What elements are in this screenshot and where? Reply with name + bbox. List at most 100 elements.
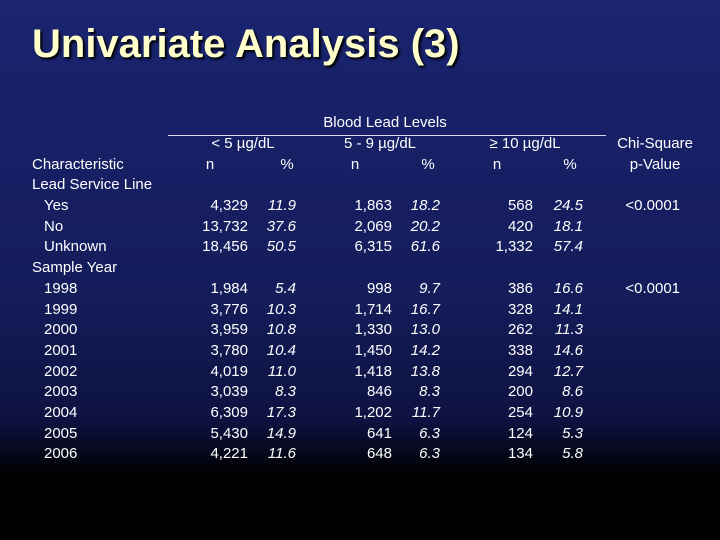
count-cell: 386 xyxy=(507,280,533,297)
row-label: 1998 xyxy=(44,280,78,297)
percent-cell: 14.9 xyxy=(266,425,296,442)
percent-cell: 16.6 xyxy=(553,280,583,297)
percent-cell: 37.6 xyxy=(266,218,296,235)
count-cell: 846 xyxy=(366,383,392,400)
n-header: n xyxy=(492,156,502,173)
percent-cell: 18.1 xyxy=(553,218,583,235)
row-label: 2003 xyxy=(44,383,78,400)
row-label: Sample Year xyxy=(32,259,118,276)
percent-cell: 5.8 xyxy=(562,445,583,462)
percent-cell: 10.3 xyxy=(266,301,296,318)
header-divider xyxy=(168,135,606,136)
percent-cell: 9.7 xyxy=(419,280,440,297)
percent-cell: 12.7 xyxy=(553,363,583,380)
count-cell: 1,863 xyxy=(354,197,392,214)
count-cell: 18,456 xyxy=(202,238,248,255)
row-label: No xyxy=(44,218,64,235)
p-value-cell: <0.0001 xyxy=(625,280,680,297)
percent-cell: 14.6 xyxy=(553,342,583,359)
count-cell: 5,430 xyxy=(210,425,248,442)
characteristic-header: Characteristic xyxy=(32,156,124,173)
row-label: 2004 xyxy=(44,404,78,421)
percent-cell: 13.0 xyxy=(410,321,440,338)
count-cell: 4,019 xyxy=(210,363,248,380)
count-cell: 3,039 xyxy=(210,383,248,400)
count-cell: 1,714 xyxy=(354,301,392,318)
row-label: Yes xyxy=(44,197,69,214)
group-label: < 5 µg/dL xyxy=(211,135,275,152)
p-value-cell: <0.0001 xyxy=(625,197,680,214)
percent-cell: 8.3 xyxy=(419,383,440,400)
percent-cell: 8.6 xyxy=(562,383,583,400)
n-header: n xyxy=(205,156,215,173)
percent-cell: 5.3 xyxy=(562,425,583,442)
percent-cell: 50.5 xyxy=(266,238,296,255)
chi-square-header: Chi-Square xyxy=(617,135,693,152)
percent-cell: 10.8 xyxy=(266,321,296,338)
count-cell: 134 xyxy=(507,445,533,462)
count-cell: 420 xyxy=(507,218,533,235)
percent-cell: 16.7 xyxy=(410,301,440,318)
percent-cell: 17.3 xyxy=(266,404,296,421)
count-cell: 6,309 xyxy=(210,404,248,421)
count-cell: 200 xyxy=(507,383,533,400)
percent-cell: 10.4 xyxy=(266,342,296,359)
count-cell: 1,332 xyxy=(495,238,533,255)
count-cell: 1,418 xyxy=(354,363,392,380)
count-cell: 1,330 xyxy=(354,321,392,338)
p-value-header: p-Value xyxy=(629,156,681,173)
count-cell: 4,221 xyxy=(210,445,248,462)
count-cell: 568 xyxy=(507,197,533,214)
row-label: 2005 xyxy=(44,425,78,442)
count-cell: 998 xyxy=(366,280,392,297)
count-cell: 294 xyxy=(507,363,533,380)
count-cell: 4,329 xyxy=(210,197,248,214)
count-cell: 254 xyxy=(507,404,533,421)
percent-cell: 8.3 xyxy=(275,383,296,400)
slide-title: Univariate Analysis (3) xyxy=(32,22,460,66)
row-label: 2000 xyxy=(44,321,78,338)
count-cell: 3,780 xyxy=(210,342,248,359)
pct-header: % xyxy=(563,156,577,173)
percent-cell: 11.9 xyxy=(267,197,296,214)
percent-cell: 57.4 xyxy=(553,238,583,255)
group-label: 5 - 9 µg/dL xyxy=(343,135,417,152)
percent-cell: 61.6 xyxy=(410,238,440,255)
percent-cell: 10.9 xyxy=(553,404,583,421)
count-cell: 6,315 xyxy=(354,238,392,255)
count-cell: 641 xyxy=(366,425,392,442)
percent-cell: 24.5 xyxy=(553,197,583,214)
pct-header: % xyxy=(280,156,294,173)
count-cell: 1,450 xyxy=(354,342,392,359)
count-cell: 328 xyxy=(507,301,533,318)
percent-cell: 6.3 xyxy=(419,445,440,462)
percent-cell: 14.1 xyxy=(553,301,583,318)
n-header: n xyxy=(350,156,360,173)
count-cell: 1,202 xyxy=(354,404,392,421)
count-cell: 338 xyxy=(507,342,533,359)
group-title: Blood Lead Levels xyxy=(323,114,447,131)
count-cell: 124 xyxy=(507,425,533,442)
row-label: 2001 xyxy=(44,342,78,359)
percent-cell: 11.6 xyxy=(267,445,296,462)
row-label: 2006 xyxy=(44,445,78,462)
percent-cell: 20.2 xyxy=(410,218,440,235)
count-cell: 1,984 xyxy=(210,280,248,297)
count-cell: 13,732 xyxy=(202,218,248,235)
count-cell: 3,959 xyxy=(210,321,248,338)
count-cell: 262 xyxy=(507,321,533,338)
row-label: Unknown xyxy=(44,238,107,255)
percent-cell: 18.2 xyxy=(410,197,440,214)
count-cell: 2,069 xyxy=(354,218,392,235)
percent-cell: 14.2 xyxy=(410,342,440,359)
percent-cell: 11.3 xyxy=(554,321,583,338)
row-label: 2002 xyxy=(44,363,78,380)
percent-cell: 13.8 xyxy=(410,363,440,380)
count-cell: 3,776 xyxy=(210,301,248,318)
row-label: Lead Service Line xyxy=(32,176,153,193)
pct-header: % xyxy=(421,156,435,173)
count-cell: 648 xyxy=(366,445,392,462)
percent-cell: 6.3 xyxy=(419,425,440,442)
percent-cell: 11.7 xyxy=(411,404,440,421)
group-label: ≥ 10 µg/dL xyxy=(489,135,561,152)
